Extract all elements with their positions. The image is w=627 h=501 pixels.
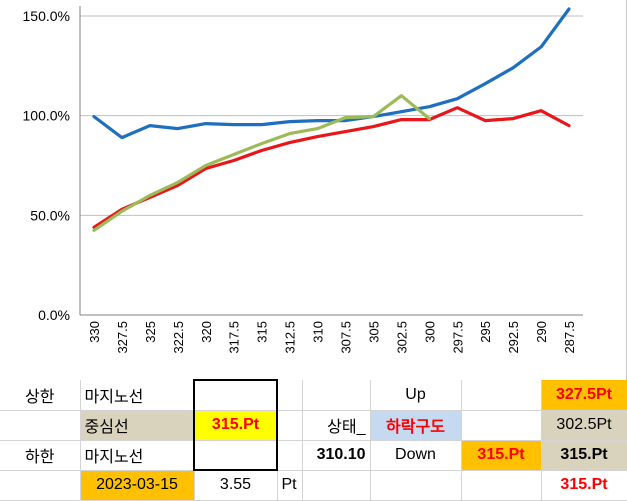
r3-blank-d	[277, 440, 303, 471]
chart-area: 0.0% 50.0% 100.0% 150.0% 330 327.5 325 322.5 32…	[23, 0, 627, 380]
r1-blank-d	[277, 380, 303, 411]
row-lower: 하한 마지노선 310.10 Down 315.Pt 315.Pt	[0, 440, 627, 471]
row-date: 2023-03-15 3.55 Pt 315.Pt	[0, 470, 627, 501]
up-target-value: 327.5Pt	[541, 380, 627, 411]
grid-lines	[79, 6, 583, 316]
x-tick-label: 325	[143, 321, 158, 343]
x-tick-label: 305	[366, 321, 381, 343]
status-value: 하락구도	[370, 410, 462, 441]
change-unit: Pt	[277, 470, 303, 501]
y-tick-label: 50.0%	[30, 207, 70, 223]
row-center: 중심선 315.Pt 상태_ 하락구도 302.5Pt	[0, 410, 627, 441]
center-line-label: 중심선	[80, 410, 195, 441]
info-table: 상한 마지노선 Up 327.5Pt 중심선 315.Pt 상태_ 하락구도 3…	[0, 379, 627, 501]
x-tick-label: 320	[199, 321, 214, 343]
lower-maginot-label: 마지노선	[80, 440, 195, 471]
r2-blank-a	[0, 410, 81, 441]
x-tick-label: 307.5	[338, 321, 353, 354]
r2-blank-g	[461, 410, 542, 441]
series-line-1	[92, 7, 571, 140]
line-chart: 0.0% 50.0% 100.0% 150.0% 330 327.5 325 322.5 32…	[23, 6, 583, 354]
x-tick-label: 330	[87, 321, 102, 343]
r4-blank-e	[302, 470, 371, 501]
upper-label: 상한	[0, 380, 81, 411]
x-axis-tick-labels: 330 327.5 325 322.5 320 317.5 315 312.5 310 307.5…	[87, 321, 577, 354]
series-line-2	[92, 106, 571, 229]
series-lines	[92, 7, 571, 232]
x-tick-label: 312.5	[283, 321, 298, 354]
x-tick-label: 287.5	[562, 321, 577, 354]
center-target-value: 302.5Pt	[541, 410, 627, 441]
down-value: 315.Pt	[461, 440, 542, 471]
date-target-value: 315.Pt	[541, 470, 627, 501]
x-tick-label: 295	[478, 321, 493, 343]
upper-maginot-label: 마지노선	[80, 380, 195, 411]
up-label: Up	[370, 380, 462, 411]
x-tick-label: 310	[311, 321, 326, 343]
r2-blank-d	[277, 410, 303, 441]
r1-blank-e	[302, 380, 371, 411]
x-tick-label: 302.5	[394, 321, 409, 354]
x-tick-label: 292.5	[506, 321, 521, 354]
y-axis-tick-labels: 0.0% 50.0% 100.0% 150.0%	[23, 8, 70, 323]
x-tick-label: 317.5	[227, 321, 242, 354]
r1-blank-g	[461, 380, 542, 411]
date-value: 2023-03-15	[80, 470, 195, 501]
r4-blank-g	[461, 470, 542, 501]
x-tick-label: 297.5	[450, 321, 465, 354]
lower-label: 하한	[0, 440, 81, 471]
y-tick-label: 100.0%	[23, 108, 70, 124]
upper-value-cell	[193, 379, 278, 411]
row-upper: 상한 마지노선 Up 327.5Pt	[0, 379, 627, 411]
y-tick-label: 150.0%	[23, 8, 70, 24]
x-tick-label: 315	[255, 321, 270, 343]
x-tick-label: 327.5	[115, 321, 130, 354]
lower-value-cell	[193, 440, 278, 471]
center-line-value: 315.Pt	[193, 410, 278, 441]
x-tick-label: 290	[534, 321, 549, 343]
r4-blank-f	[370, 470, 462, 501]
down-label: Down	[370, 440, 462, 471]
down-target-value: 315.Pt	[541, 440, 627, 471]
x-tick-label: 300	[422, 321, 437, 343]
x-tick-label: 322.5	[171, 321, 186, 354]
status-label: 상태_	[302, 410, 371, 441]
change-value: 3.55	[194, 470, 278, 501]
r4-blank-a	[0, 470, 81, 501]
series-line-3	[92, 94, 431, 232]
y-tick-label: 0.0%	[38, 307, 70, 323]
current-price-value: 310.10	[302, 440, 371, 471]
